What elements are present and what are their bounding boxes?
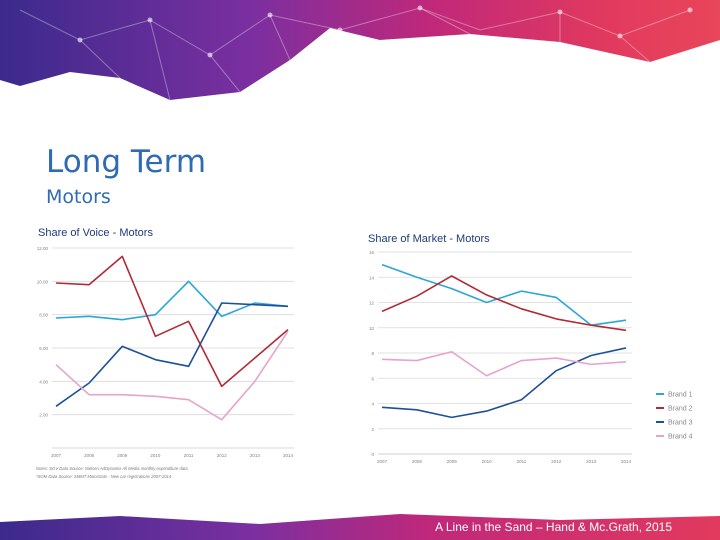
- y-tick-label: 8.00: [39, 313, 48, 318]
- chart-note: *SOM Data Source: SMMT Motorstats - New …: [36, 474, 172, 479]
- y-tick-label: 10.00: [37, 279, 49, 284]
- y-tick-label: 14: [369, 275, 375, 280]
- slide-title: Long Term: [46, 144, 207, 180]
- x-tick-label: 2007: [51, 453, 62, 458]
- y-tick-label: 2: [371, 427, 374, 432]
- x-tick-label: 2013: [250, 453, 261, 458]
- y-tick-label: 0: [371, 452, 374, 457]
- legend-label: Brand 3: [668, 420, 693, 427]
- y-tick-label: 4.00: [39, 379, 48, 384]
- share-of-market-chart: Share of Market - Motors 0 2 4 6 8 10 12 14 16 200…: [368, 233, 693, 464]
- series-line: [55, 330, 289, 421]
- y-tick-label: 16: [369, 250, 375, 255]
- legend-label: Brand 4: [668, 434, 693, 441]
- x-tick-label: 2011: [184, 453, 194, 458]
- chart-title: Share of Market - Motors: [368, 233, 490, 245]
- x-tick-label: 2007: [377, 459, 388, 464]
- series-line: [381, 350, 627, 377]
- series-line: [55, 255, 289, 388]
- series-line: [381, 347, 627, 419]
- slide-subtitle: Motors: [46, 186, 111, 208]
- x-tick-label: 2014: [283, 453, 294, 458]
- bottom-banner-decoration: [0, 514, 720, 540]
- series-line: [381, 275, 627, 332]
- series-line: [381, 263, 627, 327]
- top-banner-decoration: [0, 0, 720, 101]
- y-tick-label: 12.00: [37, 246, 49, 251]
- x-tick-label: 2009: [447, 459, 458, 464]
- share-of-voice-chart: Share of Voice - Motors 2.00 4.00 6.00 8.00 1…: [36, 227, 294, 479]
- x-tick-label: 2008: [84, 453, 95, 458]
- x-tick-label: 2012: [217, 453, 228, 458]
- x-tick-label: 2010: [150, 453, 161, 458]
- y-tick-label: 2.00: [39, 413, 48, 418]
- x-tick-label: 2014: [621, 459, 632, 464]
- footer-citation: A Line in the Sand – Hand & Mc.Grath, 20…: [435, 520, 672, 534]
- chart-note: Notes: SOV Data Source: Nielsen AdDynami…: [36, 466, 188, 471]
- x-tick-label: 2010: [482, 459, 493, 464]
- chart-title: Share of Voice - Motors: [38, 227, 153, 239]
- y-tick-label: 4: [371, 402, 374, 407]
- y-tick-label: 10: [369, 326, 375, 331]
- series-line: [55, 280, 289, 321]
- x-tick-label: 2012: [551, 459, 562, 464]
- y-tick-label: 6.00: [39, 346, 48, 351]
- x-tick-label: 2011: [517, 459, 527, 464]
- x-tick-label: 2008: [412, 459, 423, 464]
- legend-label: Brand 2: [668, 406, 693, 413]
- series-line: [55, 302, 289, 407]
- x-tick-label: 2009: [117, 453, 128, 458]
- legend-label: Brand 1: [668, 392, 693, 399]
- x-tick-label: 2013: [586, 459, 597, 464]
- y-tick-label: 6: [371, 376, 374, 381]
- y-tick-label: 8: [371, 351, 374, 356]
- y-tick-label: 12: [369, 301, 375, 306]
